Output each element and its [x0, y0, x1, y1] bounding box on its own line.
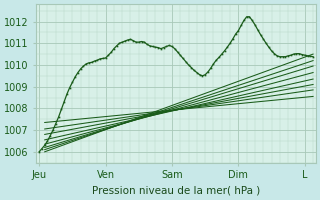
X-axis label: Pression niveau de la mer( hPa ): Pression niveau de la mer( hPa ) — [92, 186, 260, 196]
